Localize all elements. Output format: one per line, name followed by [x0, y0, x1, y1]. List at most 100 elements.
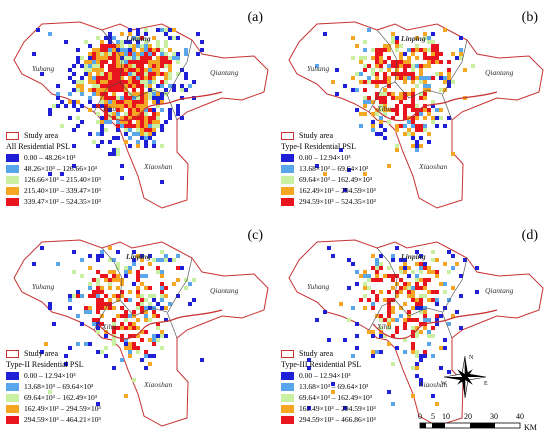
legend-class-label: 294.59×10³ – 524.35×10³	[299, 197, 376, 206]
legend-class-2: 69.64×10³ – 162.49×10³	[281, 392, 431, 403]
legend-class-1: 13.68×10³ – 69.64×10³	[281, 381, 431, 392]
scale-tick-5: 40	[516, 412, 524, 421]
legend-class-label: 69.64×10³ – 162.49×10³	[299, 393, 372, 402]
legend-title: Type-I Residential PSL	[281, 142, 356, 151]
legend-class-label: 13.68×10³ – 69.64×10³	[299, 164, 369, 173]
place-xiaoshan: Xiaoshan	[419, 380, 448, 389]
legend-class-label: 162.49×10³ – 294.59×10³	[299, 186, 376, 195]
scale-unit: KM	[524, 423, 537, 432]
legend-class-label: 13.68×10³ – 69.64×10³	[299, 382, 369, 391]
legend-study-area-label: Study area	[24, 131, 58, 140]
place-xihu: Xihu	[102, 322, 117, 331]
panel-b: (b) Linping Yuhang Qiantang Xihu Xiaoshan Stud…	[277, 2, 548, 216]
district-boundary	[167, 39, 193, 95]
place-linping: Linping	[401, 34, 426, 43]
legend-class-3: 162.49×10³ – 294.59×10³	[281, 185, 431, 196]
legend-class-label: 162.49×10³ – 294.59×10³	[24, 404, 101, 413]
map-canvas	[13, 239, 269, 427]
legend-swatch	[281, 393, 294, 402]
district-boundary	[376, 247, 453, 339]
panel-label: (b)	[521, 10, 538, 25]
legend-swatch	[281, 131, 294, 140]
legend-study-area-label: Study area	[24, 349, 58, 358]
legend-swatch	[6, 404, 19, 413]
place-yuhang: Yuhang	[32, 282, 55, 291]
river-line	[372, 91, 498, 122]
place-linping: Linping	[401, 252, 426, 261]
place-yuhang: Yuhang	[307, 282, 330, 291]
place-qiantang: Qiantang	[210, 286, 239, 295]
legend-swatch	[6, 197, 19, 206]
place-yuhang: Yuhang	[32, 64, 55, 73]
legend-swatch	[6, 131, 19, 140]
legend-study-area: Study area	[281, 348, 431, 359]
scale-bar: 0 5 10 20 30 40 KM	[418, 412, 537, 432]
place-qiantang: Qiantang	[485, 286, 514, 295]
legend-swatch	[6, 186, 19, 195]
legend-swatch	[6, 164, 19, 173]
place-xiaoshan: Xiaoshan	[144, 162, 173, 171]
legend-title: Type-II Residential PSL	[6, 360, 84, 369]
legend-swatch	[6, 349, 19, 358]
compass-e: E	[484, 381, 488, 387]
scale-tick-2: 10	[442, 412, 450, 421]
legend-title: Type-III Residential PSL	[281, 360, 362, 369]
legend: Study area Type-III Residential PSL 0.00 –…	[281, 348, 431, 425]
legend-class-label: 13.68×10³ – 69.64×10³	[24, 382, 94, 391]
legend-class-label: 0.00 – 12.94×10³	[299, 371, 351, 380]
legend-study-area-label: Study area	[299, 131, 333, 140]
legend-swatch	[6, 153, 19, 162]
legend-class-0: 0.00 – 48.26×10³	[6, 152, 156, 163]
legend-class-1: 13.68×10³ – 69.64×10³	[281, 163, 431, 174]
place-xihu: Xihu	[377, 104, 392, 113]
legend-study-area: Study area	[281, 130, 431, 141]
legend-class-label: 0.00 – 12.94×10³	[299, 153, 351, 162]
place-xihu: Xihu	[377, 322, 392, 331]
legend-class-label: 69.64×10³ – 162.49×10³	[299, 175, 372, 184]
legend-class-label: 0.00 – 12.94×10³	[24, 371, 76, 380]
district-boundary	[442, 39, 468, 95]
district-boundary	[101, 29, 178, 121]
place-xiaoshan: Xiaoshan	[419, 162, 448, 171]
legend-class-label: 69.64×10³ – 162.49×10³	[24, 393, 97, 402]
legend-class-3: 162.49×10³ – 294.59×10³	[6, 403, 156, 414]
panel-label: (d)	[521, 228, 538, 243]
legend-class-2: 69.64×10³ – 162.49×10³	[6, 392, 156, 403]
panel-d: (d) Linping Yuhang Qiantang Xihu Xiaoshan Stud…	[277, 220, 548, 434]
legend-class-4: 339.47×10³ – 524.35×10³	[6, 196, 156, 207]
legend-swatch	[281, 404, 294, 413]
psl-cells	[315, 28, 475, 192]
panel-c: (c) Linping Yuhang Qiantang Xihu Xiaoshan Stud…	[2, 220, 273, 434]
legend-swatch	[6, 415, 19, 424]
place-xiaoshan: Xiaoshan	[144, 380, 173, 389]
legend-class-label: 294.59×10³ – 466.86×10³	[299, 415, 376, 424]
district-boundary	[368, 81, 396, 113]
legend-class-0: 0.00 – 12.94×10³	[6, 370, 156, 381]
district-boundary	[368, 299, 396, 331]
legend: Study area Type-I Residential PSL 0.00 – 1…	[281, 130, 431, 207]
panel-label: (a)	[247, 10, 263, 25]
place-linping: Linping	[126, 34, 151, 43]
place-yuhang: Yuhang	[307, 64, 330, 73]
psl-cells	[32, 28, 204, 184]
legend-study-area: Study area	[6, 348, 156, 359]
district-boundary	[167, 257, 193, 313]
scale-tick-4: 30	[490, 412, 498, 421]
legend-swatch	[281, 197, 294, 206]
compass-n: N	[469, 355, 474, 361]
legend-class-label: 48.26×10³ – 126.66×10³	[24, 164, 97, 173]
map-canvas	[288, 21, 544, 209]
scale-ticks: 0 5 10 20 30 40	[418, 412, 524, 421]
legend-swatch	[281, 153, 294, 162]
legend-class-1: 48.26×10³ – 126.66×10³	[6, 163, 156, 174]
place-qiantang: Qiantang	[485, 68, 514, 77]
legend-class-label: 294.59×10³ – 464.21×10³	[24, 415, 101, 424]
legend-swatch	[6, 371, 19, 380]
legend-study-area: Study area	[6, 130, 156, 141]
legend-swatch	[281, 415, 294, 424]
legend-class-4: 294.59×10³ – 466.86×10³	[281, 414, 431, 425]
legend-class-1: 13.68×10³ – 69.64×10³	[6, 381, 156, 392]
legend-class-label: 215.40×10³ – 339.47×10³	[24, 186, 101, 195]
scale-tick-3: 20	[464, 412, 472, 421]
legend-swatch	[281, 382, 294, 391]
